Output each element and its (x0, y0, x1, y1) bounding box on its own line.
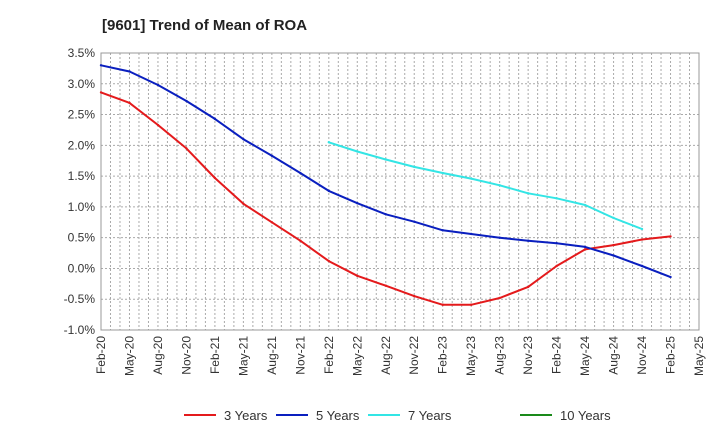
legend-label: 10 Years (560, 408, 611, 423)
x-tick-label: Aug-22 (379, 336, 393, 375)
x-tick-label: May-22 (350, 336, 364, 376)
data-point (441, 229, 444, 232)
x-tick-label: May-21 (236, 336, 250, 376)
data-point (99, 64, 103, 67)
x-tick-label: Aug-23 (493, 336, 507, 375)
x-tick-label: Aug-21 (265, 336, 279, 375)
data-point (356, 150, 359, 153)
data-point (469, 232, 473, 236)
data-point (469, 177, 473, 180)
x-tick-label: Feb-20 (94, 336, 108, 374)
x-tick-label: Nov-24 (635, 336, 649, 375)
data-point (356, 201, 359, 205)
data-point (242, 202, 245, 206)
plot-area (100, 52, 700, 331)
legend: 3 Years 5 Years 7 Years 10 Years (184, 408, 611, 423)
y-tick-label: 2.0% (68, 138, 96, 152)
data-point (612, 243, 615, 247)
data-point (640, 238, 644, 241)
x-tick-label: May-24 (578, 336, 592, 376)
data-point (413, 165, 416, 169)
data-point (498, 184, 501, 187)
data-point (583, 248, 587, 251)
data-point (242, 137, 245, 141)
x-tick-label: Feb-25 (664, 336, 678, 374)
y-tick-label: 0.5% (68, 231, 96, 245)
data-point (612, 254, 615, 257)
data-point (526, 285, 530, 289)
legend-label: 5 Years (316, 408, 360, 423)
data-point (327, 189, 331, 193)
data-point (299, 171, 302, 175)
data-point (612, 216, 615, 220)
data-point (469, 303, 473, 306)
chart-title: [9601] Trend of Mean of ROA (102, 17, 307, 34)
data-point (669, 235, 672, 238)
series-line-7-years (328, 141, 643, 230)
x-tick-label: Feb-23 (436, 336, 450, 374)
y-tick-label: -1.0% (64, 323, 96, 337)
grid (101, 52, 699, 331)
data-point (299, 239, 302, 242)
x-tick-label: May-23 (464, 336, 478, 376)
data-point (156, 123, 160, 127)
y-tick-label: 3.0% (68, 77, 96, 91)
data-point (270, 154, 274, 157)
y-tick-label: 2.5% (68, 108, 96, 122)
x-tick-label: Feb-21 (208, 336, 222, 374)
data-point (128, 70, 131, 73)
x-tick-label: Aug-24 (607, 336, 621, 375)
y-axis: -1.0% -0.5% 0.0% 0.5% 1.0% 1.5% 2.0% 2.5% 3.0% 3.… (64, 46, 96, 337)
data-point (583, 203, 587, 207)
x-tick-label: May-25 (692, 336, 706, 376)
y-tick-label: 3.5% (68, 46, 96, 60)
legend-label: 3 Years (224, 408, 268, 423)
x-tick-label: Nov-20 (179, 336, 193, 375)
data-point (441, 303, 444, 306)
data-point (441, 171, 444, 175)
data-point (327, 259, 331, 263)
series-lines (99, 64, 672, 306)
data-point (555, 242, 558, 245)
data-point (356, 274, 359, 278)
x-tick-label: Nov-22 (407, 336, 421, 375)
x-tick-label: Nov-21 (293, 336, 307, 375)
data-point (583, 245, 587, 249)
data-point (156, 83, 160, 87)
x-tick-label: Aug-20 (151, 336, 165, 375)
data-point (213, 176, 217, 180)
data-point (526, 239, 530, 242)
data-point (640, 227, 644, 231)
x-tick-label: Feb-24 (550, 336, 564, 374)
data-point (413, 294, 416, 298)
data-point (185, 99, 188, 103)
data-point (185, 147, 188, 150)
data-point (327, 141, 331, 144)
data-point (384, 213, 387, 216)
data-point (669, 275, 672, 279)
data-point (213, 117, 217, 121)
data-point (526, 192, 530, 195)
data-point (384, 284, 387, 287)
data-point (498, 296, 501, 300)
y-tick-label: 1.0% (68, 200, 96, 214)
data-point (128, 101, 131, 105)
data-point (498, 236, 501, 239)
y-tick-label: -0.5% (64, 292, 96, 306)
data-point (555, 197, 558, 200)
data-point (384, 158, 387, 161)
x-axis: Feb-20 May-20 Aug-20 Nov-20 Feb-21 May-21 Aug-… (94, 336, 706, 376)
legend-label: 7 Years (408, 408, 452, 423)
y-tick-label: 0.0% (68, 261, 96, 275)
data-point (640, 264, 644, 268)
y-tick-label: 1.5% (68, 169, 96, 183)
x-tick-label: May-20 (122, 336, 136, 376)
x-tick-label: Nov-23 (521, 336, 535, 375)
data-point (99, 91, 103, 94)
data-point (555, 264, 558, 268)
x-tick-label: Feb-22 (322, 336, 336, 374)
data-point (413, 220, 416, 223)
data-point (270, 221, 274, 224)
